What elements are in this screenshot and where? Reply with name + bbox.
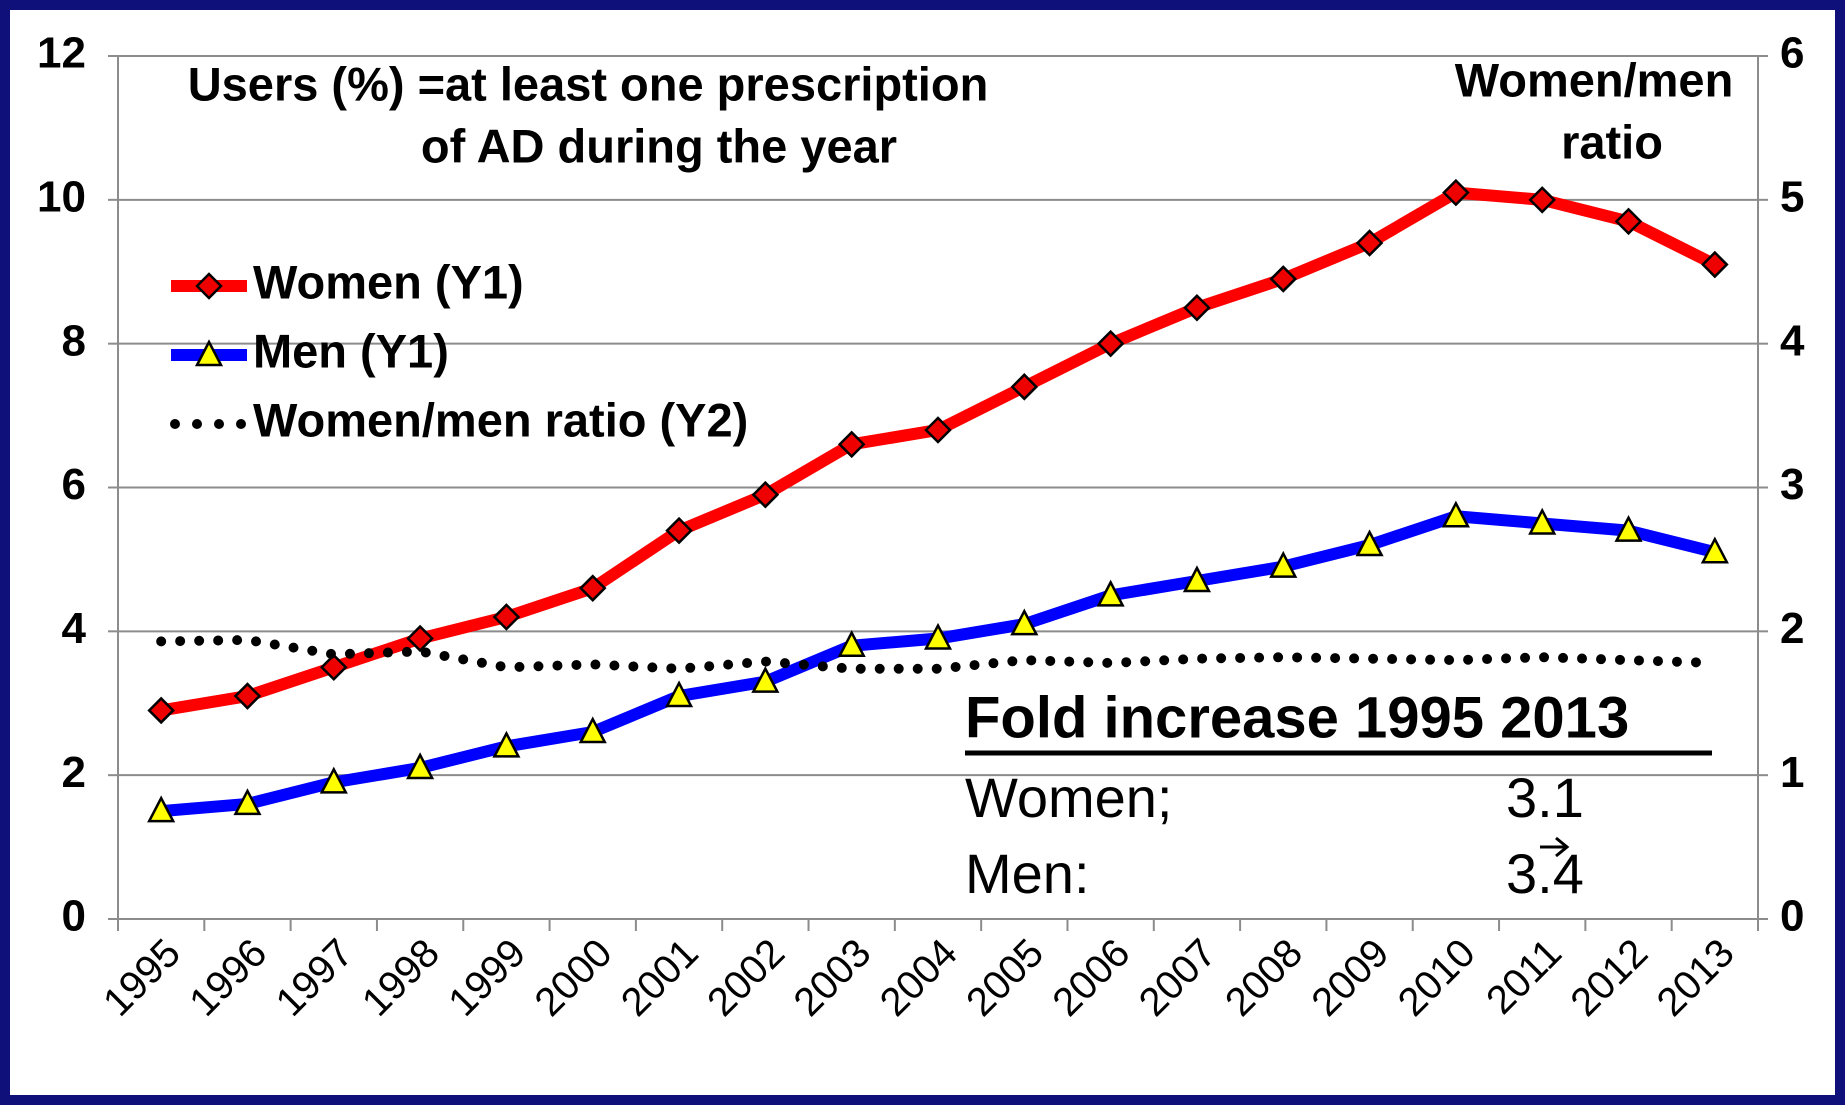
marker xyxy=(1701,250,1729,279)
marker xyxy=(492,603,521,631)
marker xyxy=(1269,265,1298,293)
marker xyxy=(1441,500,1470,528)
marker xyxy=(837,630,866,657)
marker xyxy=(751,480,780,509)
y-tick-label: 10 xyxy=(37,172,86,221)
y2-axis-label: Women/men xyxy=(1455,53,1734,106)
marker xyxy=(578,574,607,602)
legend-marker xyxy=(195,272,223,300)
marker xyxy=(406,624,434,653)
marker xyxy=(233,788,262,816)
marker xyxy=(147,696,175,725)
marker xyxy=(1010,608,1039,636)
marker xyxy=(1355,529,1384,557)
annotation: of AD during the year xyxy=(421,119,897,172)
marker xyxy=(1355,229,1384,257)
legend-marker xyxy=(194,339,224,367)
y2-tick-label: 5 xyxy=(1780,172,1804,221)
arrow-icon xyxy=(1540,836,1570,858)
marker xyxy=(1269,550,1298,578)
marker xyxy=(1614,207,1643,236)
y2-tick-label: 0 xyxy=(1780,892,1804,941)
marker xyxy=(664,680,694,708)
marker xyxy=(837,430,866,459)
marker xyxy=(1183,293,1211,322)
marker xyxy=(923,622,953,650)
marker xyxy=(1700,536,1729,564)
y2-tick-label: 3 xyxy=(1780,460,1804,509)
marker xyxy=(1528,186,1556,214)
fold-value: 3.1 xyxy=(1506,766,1584,829)
y-tick-label: 12 xyxy=(37,29,86,78)
fold-label: Women; xyxy=(965,766,1172,829)
fold-label: Men: xyxy=(965,842,1090,905)
annotation: Users (%) =at least one prescription xyxy=(188,57,989,110)
marker xyxy=(319,766,348,794)
ratio-line xyxy=(156,634,1720,674)
y2-tick-label: 4 xyxy=(1780,316,1805,365)
y2-tick-label: 1 xyxy=(1780,748,1804,797)
marker xyxy=(320,653,348,682)
y2-tick-label: 6 xyxy=(1780,29,1804,78)
marker xyxy=(1010,373,1039,401)
fold-value: 3.4 xyxy=(1506,842,1584,905)
y-tick-label: 2 xyxy=(62,748,86,797)
marker xyxy=(578,716,607,744)
marker xyxy=(1528,507,1557,535)
fold-title: Fold increase 1995 2013 xyxy=(965,685,1629,750)
legend-label: Women/men ratio (Y2) xyxy=(253,393,748,446)
chart-background xyxy=(10,10,1835,1095)
y-tick-label: 6 xyxy=(62,460,86,509)
marker xyxy=(147,795,176,823)
marker xyxy=(492,730,521,758)
marker xyxy=(233,682,262,710)
marker xyxy=(1614,514,1643,542)
legend-label: Men (Y1) xyxy=(253,324,449,377)
marker xyxy=(924,416,952,444)
y2-axis-label: ratio xyxy=(1561,115,1663,168)
marker xyxy=(1182,565,1212,593)
marker xyxy=(406,752,435,780)
y2-tick-label: 2 xyxy=(1780,604,1804,653)
y-tick-label: 8 xyxy=(62,316,86,365)
legend-label: Women (Y1) xyxy=(253,255,524,308)
y-tick-label: 0 xyxy=(62,892,86,941)
marker xyxy=(1096,579,1125,607)
y-tick-label: 4 xyxy=(62,604,87,653)
marker xyxy=(1442,178,1470,207)
marker xyxy=(751,665,780,693)
marker xyxy=(665,516,693,545)
marker xyxy=(1096,329,1125,358)
